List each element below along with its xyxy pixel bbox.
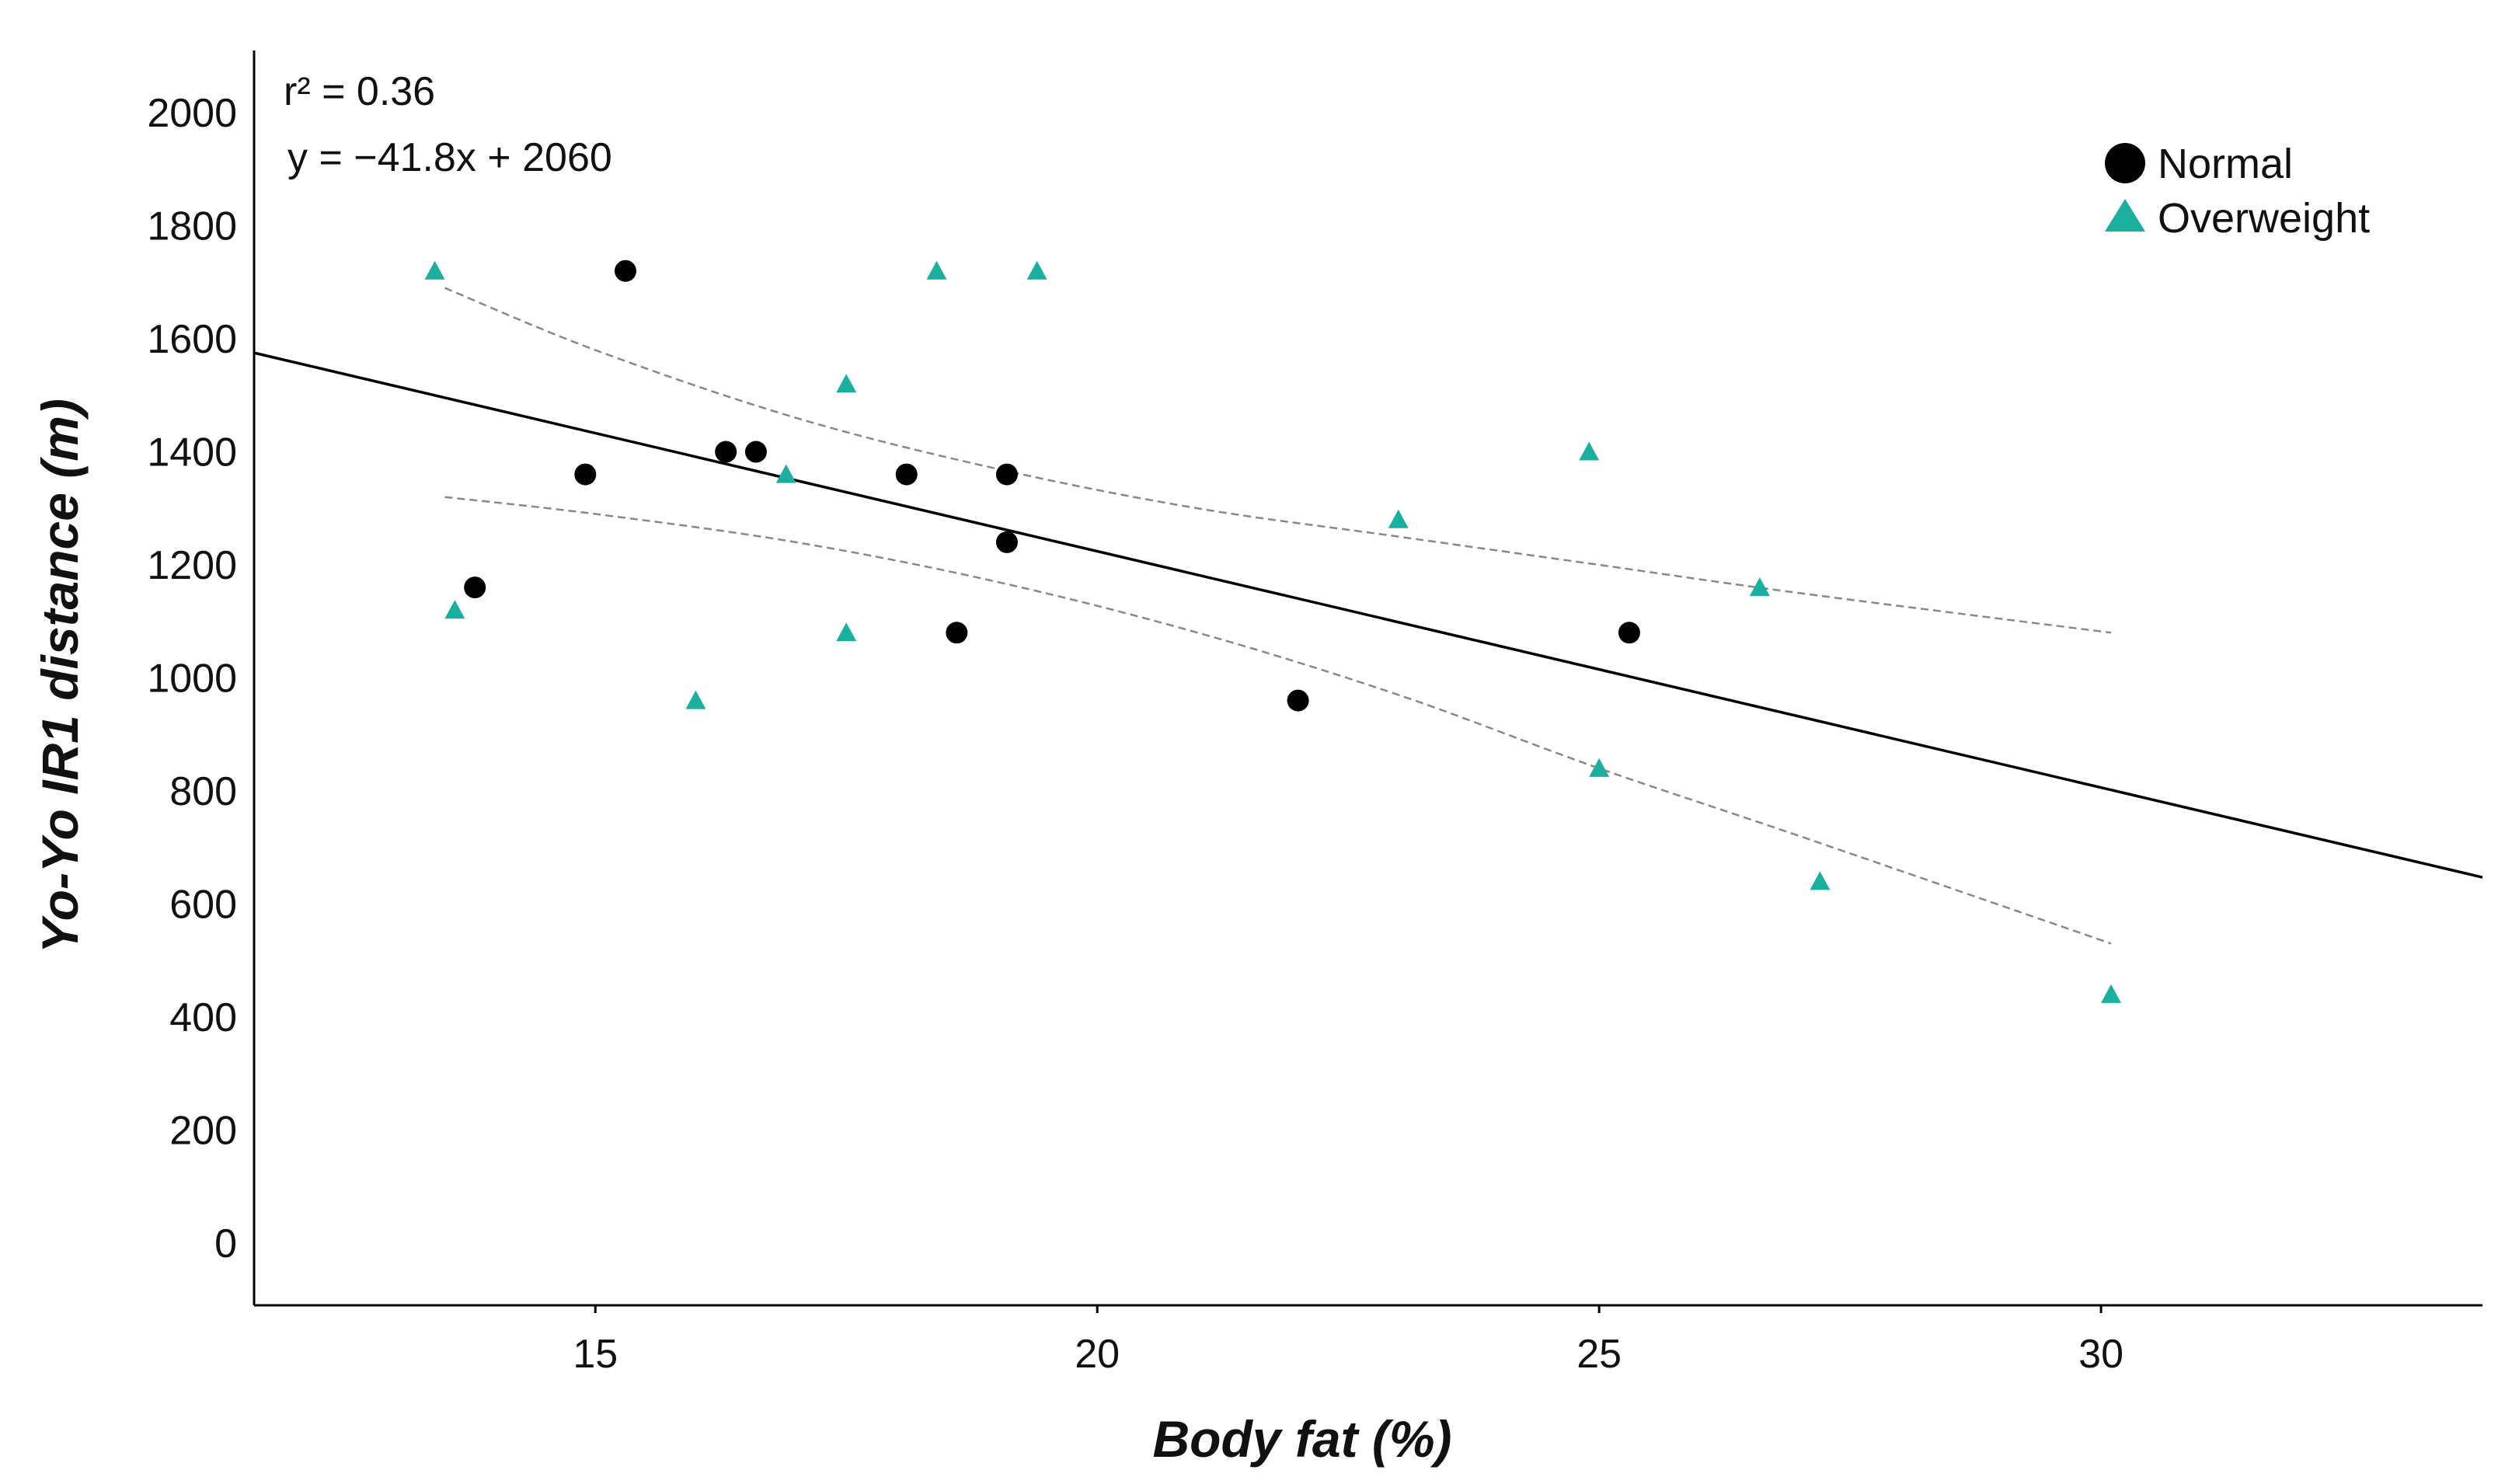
y-axis-ticks: 0 200 400 600 800 1000 1200 1400 1600 1800 2000 bbox=[147, 91, 237, 1266]
point-normal bbox=[574, 463, 597, 486]
point-normal bbox=[615, 260, 636, 282]
regression-line-group bbox=[253, 351, 2483, 879]
legend-marker-triangle bbox=[2105, 199, 2145, 232]
point-normal bbox=[744, 441, 767, 463]
point-normal bbox=[995, 531, 1018, 553]
data-points bbox=[424, 260, 2121, 1003]
point-normal bbox=[895, 463, 918, 486]
y-tick-label: 400 bbox=[169, 995, 237, 1040]
point-overweight bbox=[1589, 758, 1610, 777]
point-normal bbox=[464, 577, 486, 599]
point-overweight bbox=[926, 260, 947, 280]
point-overweight bbox=[2101, 984, 2121, 1003]
point-overweight bbox=[1579, 441, 1600, 461]
legend-marker-circle bbox=[2105, 143, 2145, 183]
r-squared-annotation: r² = 0.36 bbox=[284, 69, 435, 114]
point-normal bbox=[715, 441, 737, 463]
point-overweight bbox=[775, 464, 796, 483]
y-axis-title: Yo-Yo IR1 distance (m) bbox=[31, 399, 89, 953]
confidence-band-upper bbox=[444, 287, 2112, 634]
x-tick-label: 15 bbox=[573, 1332, 618, 1377]
y-tick-label: 1600 bbox=[147, 317, 237, 362]
y-tick-label: 1800 bbox=[147, 204, 237, 249]
regression-equation-annotation: y = −41.8x + 2060 bbox=[287, 135, 612, 180]
x-axis-ticks: 15 20 25 30 bbox=[573, 1305, 2123, 1377]
point-overweight bbox=[836, 374, 857, 393]
confidence-band bbox=[444, 287, 2112, 945]
point-normal bbox=[1287, 689, 1309, 712]
y-tick-label: 1400 bbox=[147, 430, 237, 476]
legend: Normal Overweight bbox=[2105, 141, 2370, 242]
legend-label: Overweight bbox=[2158, 195, 2370, 242]
x-axis-title: Body fat (%) bbox=[1153, 1410, 1452, 1468]
legend-item-overweight: Overweight bbox=[2105, 195, 2370, 242]
y-tick-label: 600 bbox=[169, 882, 237, 927]
point-overweight bbox=[1026, 260, 1047, 280]
confidence-band-lower bbox=[444, 496, 2112, 945]
legend-item-normal: Normal bbox=[2105, 141, 2293, 187]
x-tick-label: 20 bbox=[1075, 1332, 1120, 1377]
x-tick-label: 30 bbox=[2078, 1332, 2123, 1377]
point-overweight bbox=[424, 260, 445, 280]
y-tick-label: 1000 bbox=[147, 657, 237, 702]
x-tick-label: 25 bbox=[1576, 1332, 1622, 1377]
point-normal bbox=[1618, 622, 1640, 644]
y-tick-label: 0 bbox=[214, 1221, 237, 1266]
point-overweight bbox=[1810, 871, 1831, 890]
y-tick-label: 800 bbox=[169, 769, 237, 814]
point-overweight bbox=[685, 690, 706, 709]
point-overweight bbox=[836, 622, 857, 642]
y-tick-label: 2000 bbox=[147, 91, 237, 136]
point-normal bbox=[946, 622, 968, 644]
axes bbox=[253, 51, 2482, 1307]
point-overweight bbox=[1749, 577, 1770, 597]
regression-line bbox=[253, 351, 2483, 879]
point-overweight bbox=[1388, 509, 1409, 528]
point-overweight bbox=[444, 600, 465, 619]
legend-label: Normal bbox=[2158, 141, 2293, 187]
point-normal bbox=[995, 463, 1018, 486]
y-tick-label: 200 bbox=[169, 1108, 237, 1153]
y-tick-label: 1200 bbox=[147, 543, 237, 588]
